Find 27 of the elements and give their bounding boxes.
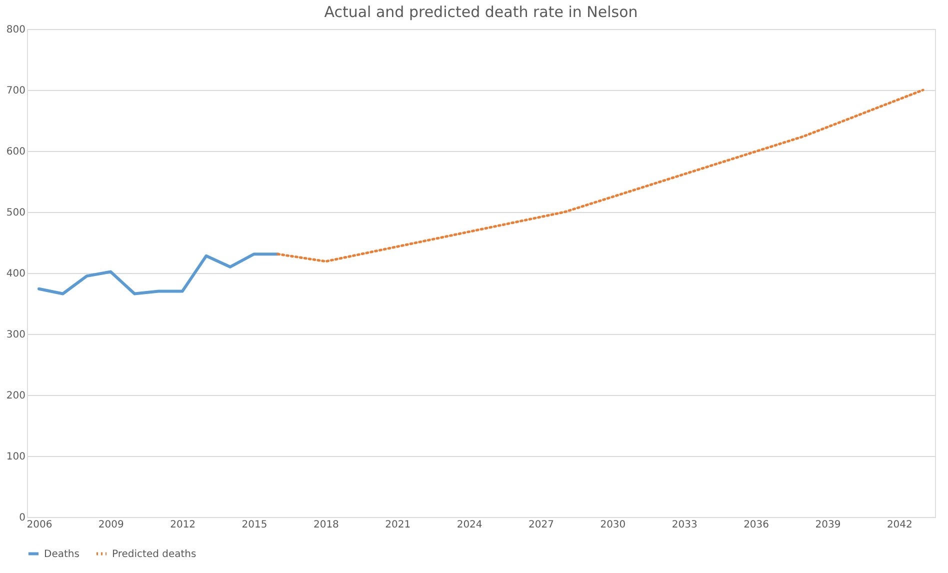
x-tick-label: 2018 [313,520,339,530]
y-tick-label: 600 [6,146,26,158]
x-tick-label: 2042 [886,520,912,530]
y-tick-label: 800 [6,24,26,36]
x-tick-label: 2006 [26,520,52,530]
y-tick-label: 100 [6,452,26,462]
y-tick-label: 0 [19,512,26,524]
y-tick-label: 400 [6,268,26,280]
y-tick-label: 200 [6,390,26,402]
line-series [37,252,280,296]
x-tick-label: 2033 [672,520,698,530]
x-tick-label: 2021 [385,520,411,530]
x-tick-label: 2012 [170,520,196,530]
chart-title: Actual and predicted death rate in Nelson [324,3,638,21]
x-tick-label: 2030 [600,520,626,530]
legend-label: Predicted deaths [112,548,196,560]
x-tick-label: 2027 [528,520,554,530]
x-tick-label: 2036 [744,520,770,530]
y-tick-label: 700 [6,86,26,96]
x-tick-label: 2009 [98,520,124,530]
x-tick-label: 2024 [456,520,482,530]
y-tick-label: 300 [6,330,26,340]
line-series [276,88,924,263]
x-tick-label: 2039 [815,520,841,530]
x-tick-label: 2015 [242,520,268,530]
legend-label: Deaths [44,548,80,560]
y-tick-label: 500 [6,208,26,218]
